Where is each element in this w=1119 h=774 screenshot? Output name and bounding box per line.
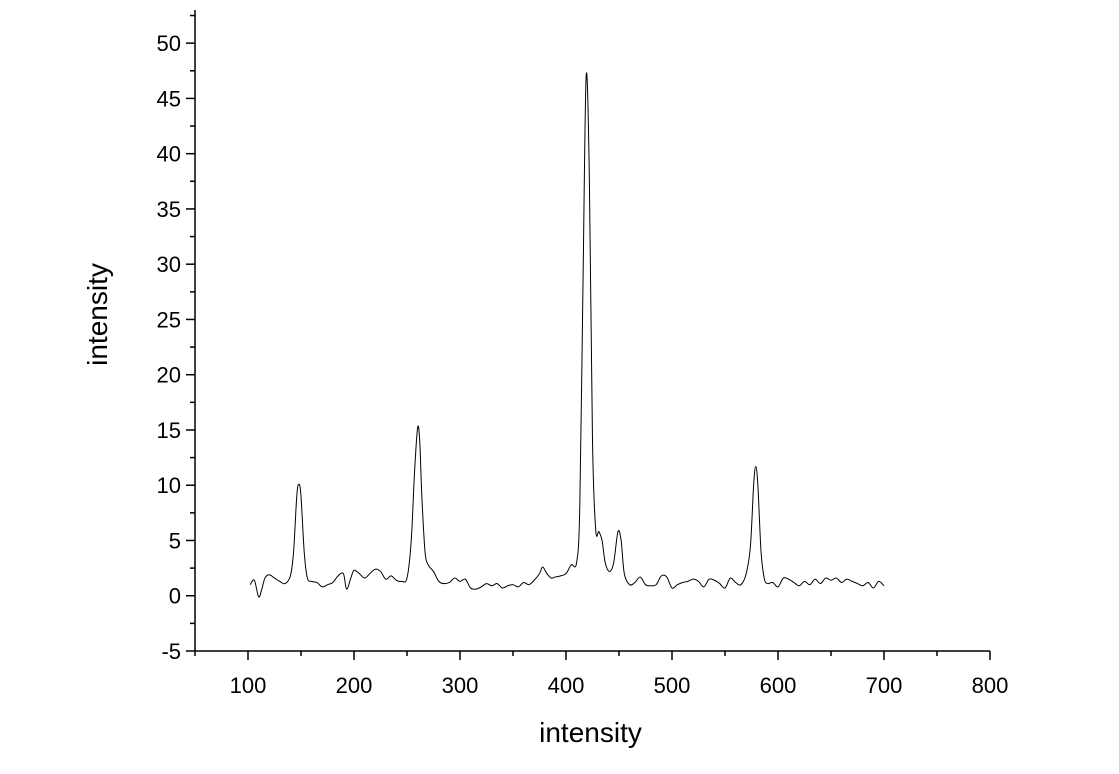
y-tick-label: 30 bbox=[157, 252, 181, 277]
axes bbox=[194, 10, 990, 652]
y-tick-label: 40 bbox=[157, 142, 181, 167]
y-tick-label: 45 bbox=[157, 86, 181, 111]
y-tick-label: 5 bbox=[169, 528, 181, 553]
y-tick-label: 50 bbox=[157, 31, 181, 56]
series-layer bbox=[249, 72, 885, 598]
x-tick-label: 600 bbox=[760, 673, 797, 698]
y-tick-label: 25 bbox=[157, 307, 181, 332]
x-tick-label: 800 bbox=[972, 673, 1009, 698]
x-tick-label: 700 bbox=[866, 673, 903, 698]
y-tick-label: 20 bbox=[157, 363, 181, 388]
y-axis-title: intensity bbox=[82, 263, 113, 366]
x-axis-ticks: 100 200 300 400 500 600 700 800 bbox=[194, 651, 1009, 698]
y-axis-ticks: -5 0 5 10 15 20 25 30 35 40 45 50 bbox=[157, 14, 195, 664]
y-tick-label: 35 bbox=[157, 197, 181, 222]
x-axis-title: intensity bbox=[539, 717, 642, 748]
x-tick-label: 100 bbox=[230, 673, 267, 698]
x-tick-label: 500 bbox=[654, 673, 691, 698]
y-tick-label: 15 bbox=[157, 418, 181, 443]
series-line bbox=[249, 72, 885, 598]
y-tick-label: 0 bbox=[169, 584, 181, 609]
x-tick-label: 400 bbox=[548, 673, 585, 698]
y-tick-label: -5 bbox=[161, 639, 181, 664]
x-tick-label: 200 bbox=[336, 673, 373, 698]
y-tick-label: 10 bbox=[157, 473, 181, 498]
x-tick-label: 300 bbox=[442, 673, 479, 698]
